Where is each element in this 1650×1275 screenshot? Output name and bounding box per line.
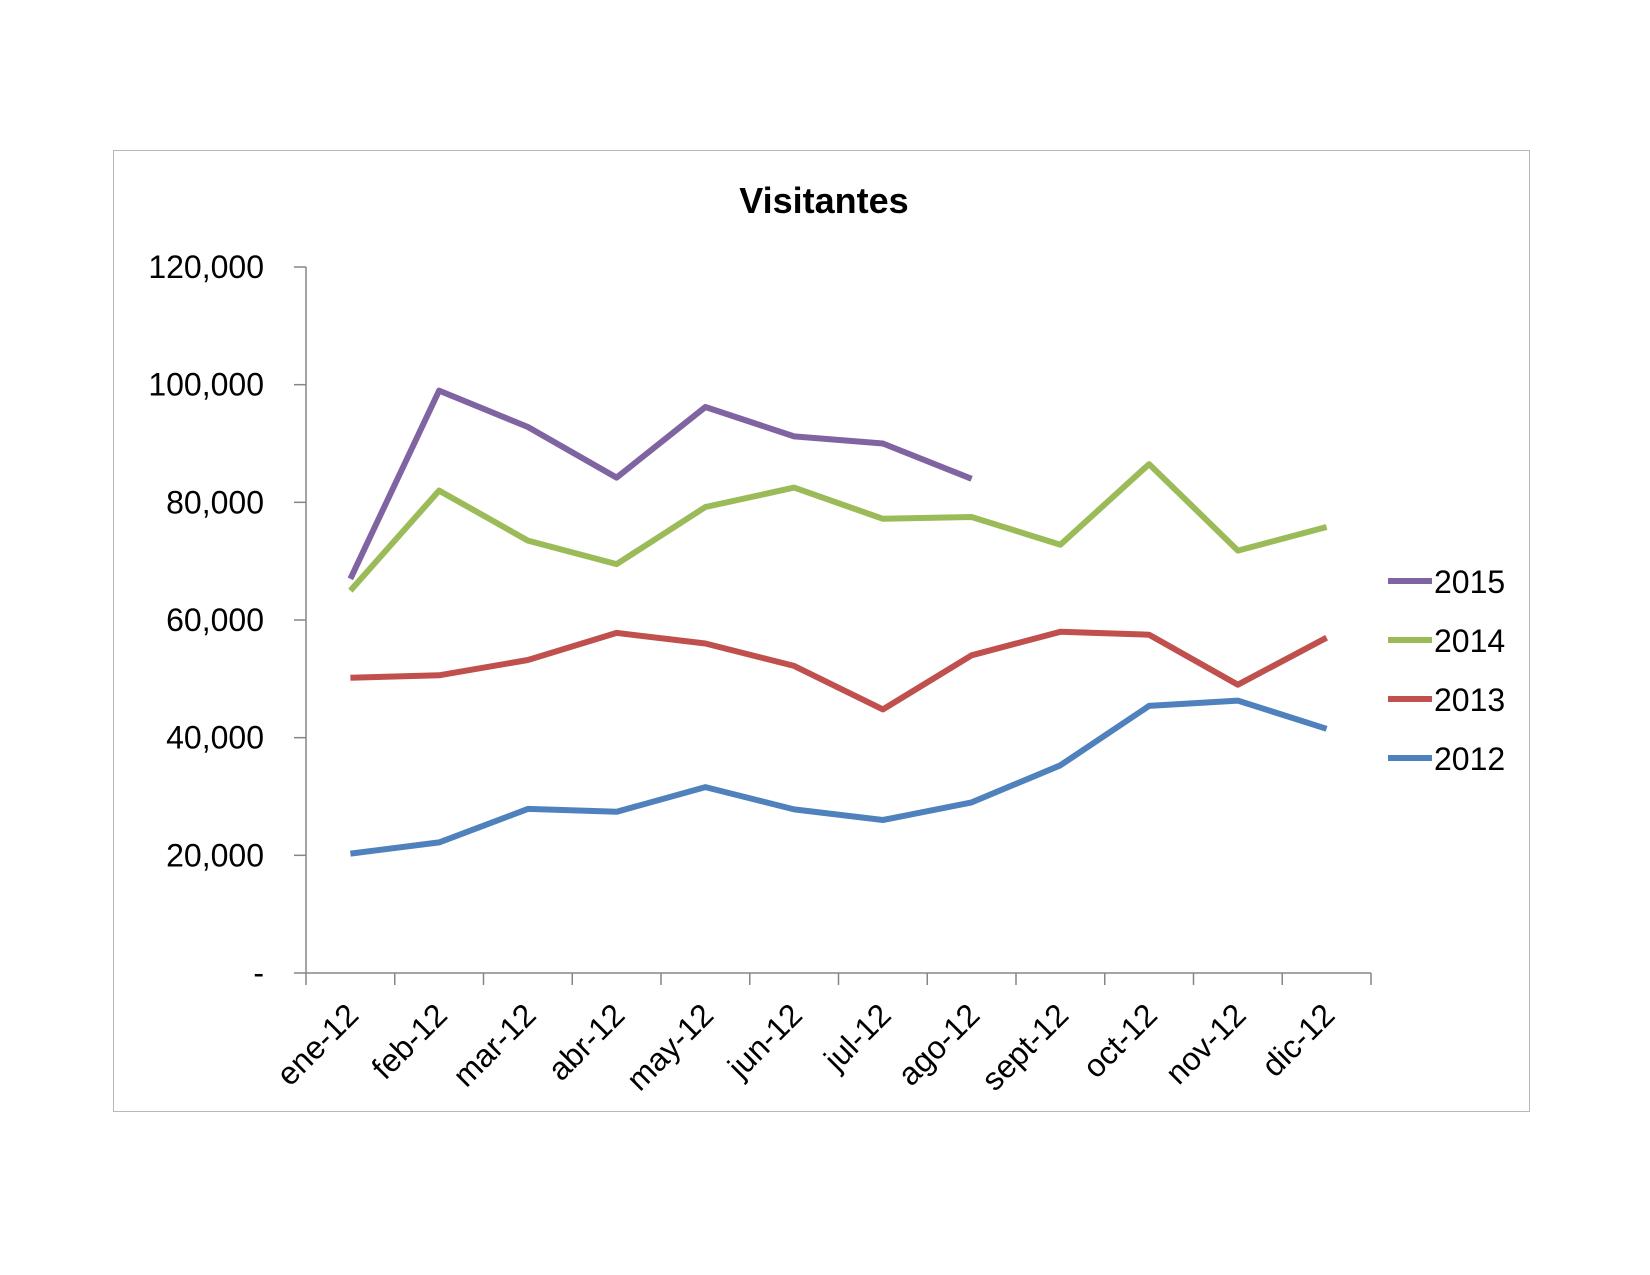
x-tick-label: ene-12 bbox=[269, 996, 365, 1092]
x-tick-label: jul-12 bbox=[816, 996, 898, 1078]
chart-title: Visitantes bbox=[739, 180, 908, 221]
y-tick-label: - bbox=[253, 955, 264, 991]
legend-label-2015: 2015 bbox=[1434, 564, 1505, 600]
legend-label-2012: 2012 bbox=[1434, 741, 1505, 777]
x-tick-label: oct-12 bbox=[1076, 996, 1164, 1084]
legend-label-2013: 2013 bbox=[1434, 682, 1505, 718]
y-tick-label: 60,000 bbox=[166, 602, 264, 638]
series-line-2012 bbox=[350, 697, 1328, 857]
line-chart: Visitantes - 20,000 40,000 60,000 80,000 100,… bbox=[148, 180, 1505, 1097]
x-tick-label: abr-12 bbox=[541, 996, 632, 1087]
legend: 2015 2014 2013 2012 bbox=[1388, 564, 1505, 777]
y-tick-label: 80,000 bbox=[166, 484, 264, 520]
series-line-2015 bbox=[347, 387, 973, 581]
y-tick-label: 20,000 bbox=[166, 837, 264, 873]
x-tick-label: sept-12 bbox=[974, 996, 1075, 1097]
chart-frame: Visitantes - 20,000 40,000 60,000 80,000 100,… bbox=[113, 150, 1530, 1112]
x-tick-label: mar-12 bbox=[446, 996, 543, 1093]
series-line-2014 bbox=[348, 461, 1328, 593]
x-tick-label: feb-12 bbox=[364, 996, 454, 1086]
y-tick-label: 100,000 bbox=[148, 367, 264, 403]
legend-label-2014: 2014 bbox=[1434, 623, 1505, 659]
x-tick-label: jun-12 bbox=[720, 996, 809, 1085]
y-tick-label: 40,000 bbox=[166, 720, 264, 756]
series-lines bbox=[347, 387, 1329, 857]
x-tick-label: dic-12 bbox=[1254, 996, 1341, 1083]
x-tick-label: may-12 bbox=[619, 996, 720, 1097]
axes bbox=[305, 267, 1371, 974]
series-line-2013 bbox=[350, 628, 1329, 713]
x-tick-label: nov-12 bbox=[1158, 996, 1253, 1091]
y-axis-ticks: - 20,000 40,000 60,000 80,000 100,000 120,000 bbox=[148, 249, 306, 991]
x-tick-label: ago-12 bbox=[891, 996, 987, 1092]
y-tick-label: 120,000 bbox=[148, 249, 264, 285]
